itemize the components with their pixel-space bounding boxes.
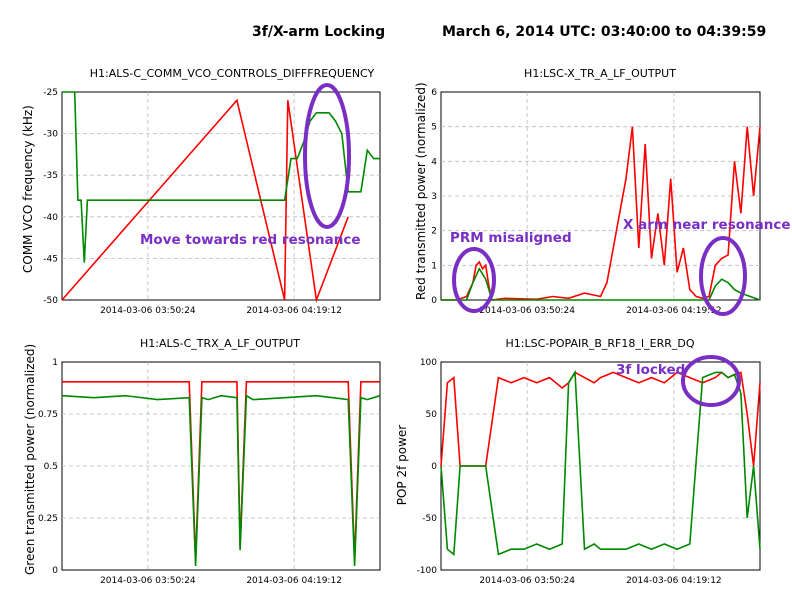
date-range: March 6, 2014 UTC: 03:40:00 to 04:39:59 [442,24,767,40]
x-tick-label: 2014-03-06 03:50:24 [100,576,196,586]
panel-title-vco: H1:ALS-C_COMM_VCO_CONTROLS_DIFFFREQUENCY [89,67,375,80]
x-tick-label: 2014-03-06 03:50:24 [479,306,575,316]
x-tick-label: 2014-03-06 04:19:12 [626,576,722,586]
x-tick-label: 2014-03-06 04:19:12 [246,306,342,316]
panel-title-pop: H1:LSC-POPAIR_B_RF18_I_ERR_DQ [505,337,695,350]
y-tick-label: 6 [431,88,437,98]
plot-frame [61,361,381,571]
y-tick-label: -25 [43,88,58,98]
panel-title-green-transmitted: H1:ALS-C_TRX_A_LF_OUTPUT [140,337,300,350]
annotation-3f-locked: 3f locked [616,362,686,378]
y-tick-label: 0.25 [38,514,58,524]
plot-frame [61,91,381,301]
x-tick-label: 2014-03-06 03:50:24 [479,576,575,586]
annotation-ellipse [303,83,351,229]
y-tick-label: 4 [431,157,437,167]
plot-frame [440,361,761,571]
y-tick-label: 0.75 [38,410,58,420]
annotation-ellipse [452,247,496,313]
y-tick-label: -50 [43,296,58,306]
annotation-move-towards-red: Move towards red resonance [140,232,361,248]
y-tick-label: -100 [417,566,438,576]
y-tick-label: 1 [52,358,58,368]
x-tick-label: 2014-03-06 03:50:24 [100,306,196,316]
y-tick-label: 3 [431,192,437,202]
plot-frame [440,91,761,301]
y-tick-label: 1 [431,261,437,271]
series-line-green [441,267,761,301]
annotation-prm-misaligned: PRM misaligned [450,230,572,246]
y-tick-label: 50 [426,410,438,420]
y-tick-label: -35 [43,171,58,181]
y-tick-label: 0 [431,296,437,306]
y-tick-label: -50 [422,514,437,524]
annotation-ellipse [699,236,747,316]
x-tick-label: 2014-03-06 04:19:12 [246,576,342,586]
y-tick-label: 5 [431,123,437,133]
series-line-green [440,369,761,556]
y-tick-label: -45 [43,254,58,264]
series-line-green [61,394,381,567]
y-tick-label: 2 [431,227,437,237]
y-tick-label: 0 [431,462,437,472]
y-tick-label: 0 [52,566,58,576]
y-tick-label: -30 [43,130,58,140]
series-line-green [62,91,380,263]
y-tick-label: -40 [43,213,58,223]
annotation-x-arm-near-resonance: X arm near resonance [623,217,791,233]
y-tick-label: 100 [420,358,437,368]
x-tick-label: 2014-03-06 04:19:12 [626,306,722,316]
annotation-ellipse [681,355,741,407]
y-tick-label: 0.5 [44,462,58,472]
panel-title-red-transmitted: H1:LSC-X_TR_A_LF_OUTPUT [524,67,676,80]
series-line-red [61,98,349,304]
series-line-red [441,126,761,301]
figure-title: 3f/X-arm Locking [252,24,386,40]
